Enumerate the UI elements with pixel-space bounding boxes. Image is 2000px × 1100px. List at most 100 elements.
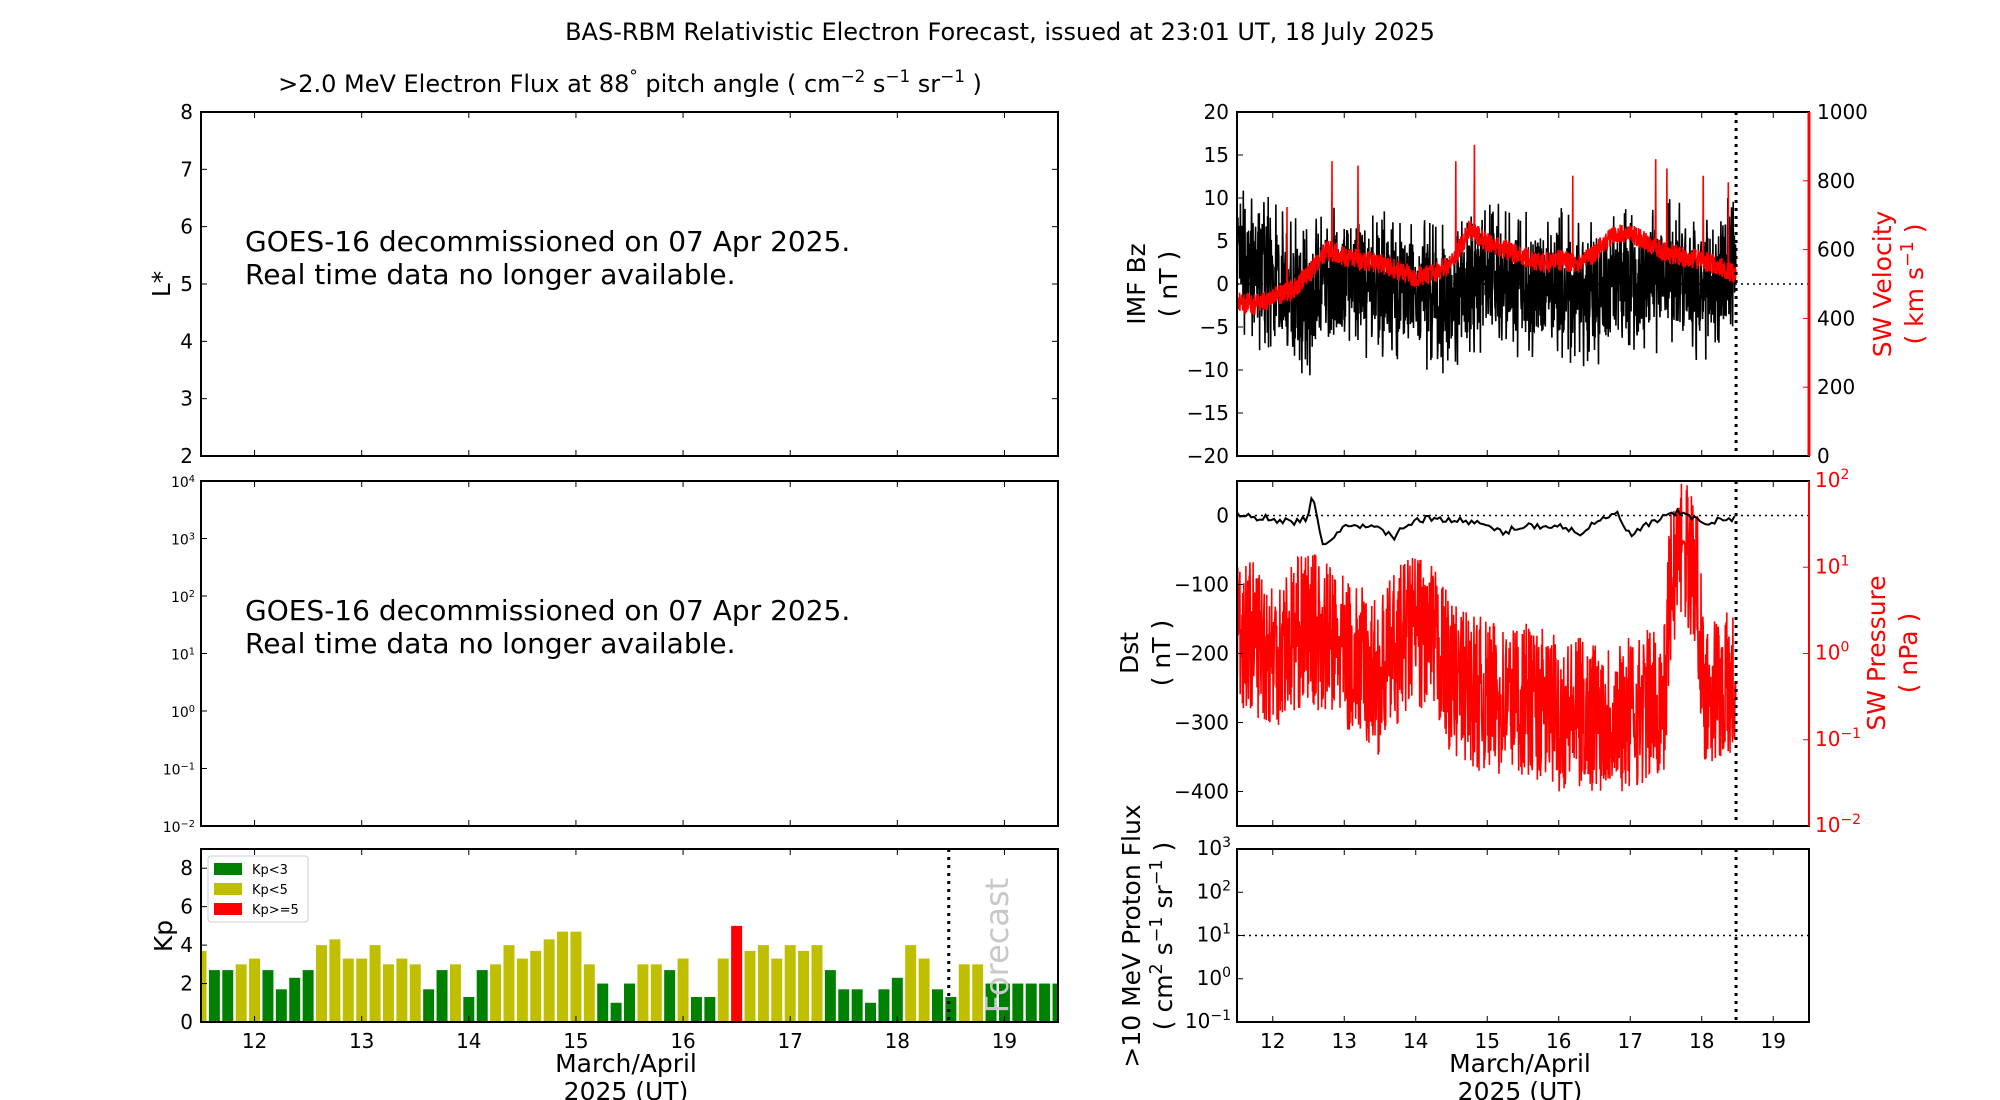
kp-bar xyxy=(998,983,1010,1022)
kp-bar xyxy=(717,958,729,1022)
text-segment: ° xyxy=(629,66,637,86)
y-tick-label: −200 xyxy=(1174,642,1229,666)
text-segment: −1 xyxy=(885,66,910,86)
electron-flux-title: >2.0 MeV Electron Flux at 88° pitch angl… xyxy=(278,66,982,98)
text-segment: s xyxy=(1149,942,1178,963)
y-tick-label: 4 xyxy=(180,329,193,353)
text-segment: −1 xyxy=(940,66,965,86)
kp-bar xyxy=(798,950,810,1022)
y-tick-label: 2 xyxy=(180,444,193,468)
text-segment: −1 xyxy=(1147,917,1167,943)
y-tick-label: 103 xyxy=(1197,835,1231,860)
text-segment: 10 xyxy=(171,590,189,606)
kp-bar xyxy=(650,964,662,1022)
text-segment: 10 xyxy=(163,820,181,836)
y-tick-label: 5 xyxy=(1216,229,1229,253)
y-axis-label: Dst xyxy=(1115,632,1144,674)
x-tick-label: 18 xyxy=(885,1029,910,1053)
x-tick-label: 13 xyxy=(1332,1029,1357,1053)
kp-bar xyxy=(436,970,448,1022)
xlabel-left-line1: March/April xyxy=(555,1049,697,1078)
y-tick-label: 102 xyxy=(171,589,195,607)
kp-bar xyxy=(201,950,207,1022)
text-segment: −2 xyxy=(181,819,195,830)
notice-line2-top: Real time data no longer available. xyxy=(245,258,736,291)
lstar-panel: 2 3 4 5 6 7 8 L* xyxy=(147,100,1059,468)
xlabel-right-line1: March/April xyxy=(1449,1049,1591,1078)
kp-bar xyxy=(1052,983,1058,1022)
text-segment: ( km s xyxy=(1900,267,1929,345)
y-tick-label: 10−1 xyxy=(163,761,195,779)
kp-bar xyxy=(945,997,957,1022)
kp-bar xyxy=(503,945,515,1022)
y-tick-label: 0 xyxy=(1817,444,1830,468)
y-tick-label: 100 xyxy=(171,704,195,722)
text-segment: 10 xyxy=(1815,554,1840,578)
y-tick-label: 1000 xyxy=(1817,100,1868,124)
text-segment: ( cm xyxy=(1149,974,1178,1030)
dst-line xyxy=(1237,495,1736,546)
kp-bar xyxy=(409,964,421,1022)
kp-bar xyxy=(704,997,716,1022)
x-tick-label: 19 xyxy=(1761,1029,1786,1053)
y-tick-label: 0 xyxy=(1216,504,1229,528)
text-segment: ) xyxy=(1149,842,1178,860)
kp-bar xyxy=(838,989,850,1022)
kp-bar xyxy=(878,989,890,1022)
kp-bar xyxy=(570,931,582,1022)
y-tick-label: 102 xyxy=(1815,467,1849,492)
text-segment: 1 xyxy=(1840,553,1849,569)
text-segment: 4 xyxy=(189,474,195,485)
y-tick-label: 10−2 xyxy=(1815,812,1861,837)
kp-bar xyxy=(851,989,863,1022)
text-segment: 10 xyxy=(1815,468,1840,492)
notice-line1-top: GOES-16 decommissioned on 07 Apr 2025. xyxy=(245,225,850,258)
forecast-label: Forecast xyxy=(978,878,1016,1013)
text-segment: 10 xyxy=(171,475,189,491)
y-tick-label: 101 xyxy=(171,646,195,664)
y-tick-label: 20 xyxy=(1204,100,1229,124)
y-tick-label: 400 xyxy=(1817,306,1855,330)
legend-swatch xyxy=(214,903,242,915)
text-segment: 2 xyxy=(1222,878,1231,894)
text-segment: sr xyxy=(910,70,940,98)
text-segment: 10 xyxy=(1815,727,1840,751)
text-segment: 10 xyxy=(1815,813,1840,837)
y-tick-label: 8 xyxy=(180,856,193,880)
kp-bar xyxy=(423,989,435,1022)
x-tick-label: 13 xyxy=(349,1029,374,1053)
x-tick-label: 17 xyxy=(1618,1029,1643,1053)
text-segment: 10 xyxy=(1197,836,1222,860)
kp-bar xyxy=(476,970,488,1022)
y-tick-label: 6 xyxy=(180,895,193,919)
x-tick-label: 19 xyxy=(992,1029,1017,1053)
figure-title: BAS-RBM Relativistic Electron Forecast, … xyxy=(565,18,1435,46)
kp-bar xyxy=(610,1002,622,1022)
text-segment: >2.0 MeV Electron Flux at 88 xyxy=(278,70,629,98)
text-segment: 10 xyxy=(1197,923,1222,947)
text-segment: 3 xyxy=(189,531,195,542)
legend-swatch xyxy=(214,863,242,875)
y-axis-label: Kp xyxy=(149,920,178,952)
kp-bar xyxy=(463,997,475,1022)
text-segment: 10 xyxy=(171,648,189,664)
text-segment: pitch angle ( cm xyxy=(638,70,841,98)
y-tick-label: 7 xyxy=(180,157,193,181)
kp-bar xyxy=(824,970,836,1022)
y-tick-label: 10−2 xyxy=(163,819,195,837)
text-segment: −1 xyxy=(1840,726,1861,742)
sw-velocity-line xyxy=(1237,144,1737,316)
kp-bar xyxy=(490,964,502,1022)
text-segment: −2 xyxy=(1840,812,1861,828)
text-segment: −1 xyxy=(181,761,195,772)
plot-frame xyxy=(200,480,1059,827)
kp-bar xyxy=(624,983,635,1022)
y-tick-label: 10 xyxy=(1204,186,1229,210)
y-tick-label: −100 xyxy=(1174,573,1229,597)
text-segment: 0 xyxy=(1840,640,1849,656)
y-tick-label: 100 xyxy=(1815,640,1849,665)
kp-bar xyxy=(1025,983,1037,1022)
x-tick-label: 12 xyxy=(1260,1029,1285,1053)
kp-bar xyxy=(690,997,702,1022)
